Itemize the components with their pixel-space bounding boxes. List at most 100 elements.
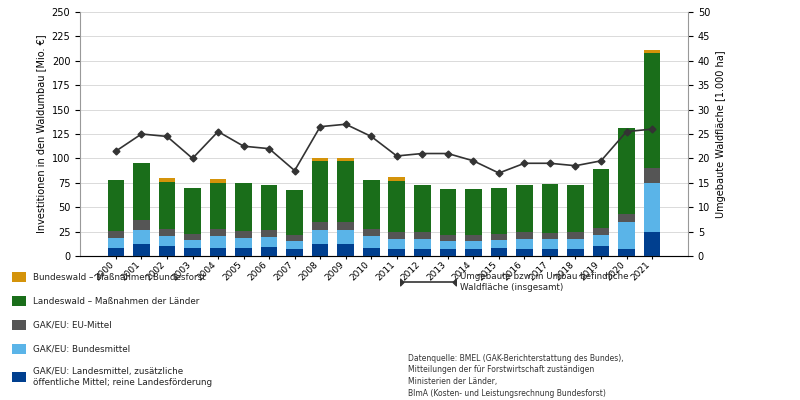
Bar [593, 228, 610, 234]
Bar [389, 181, 405, 232]
Bar [542, 184, 558, 232]
Bar [465, 234, 482, 241]
Bar [108, 248, 124, 256]
Bar [261, 238, 278, 247]
Bar [389, 240, 405, 249]
Text: Landeswald – Maßnahmen der Länder: Landeswald – Maßnahmen der Länder [33, 296, 199, 306]
Bar [210, 229, 226, 236]
Bar [133, 244, 150, 256]
Bar [133, 163, 150, 220]
Bar [210, 248, 226, 256]
Bar [516, 232, 533, 240]
Bar [490, 248, 507, 256]
Bar [338, 158, 354, 161]
Bar [108, 238, 124, 248]
Bar [644, 168, 660, 183]
Text: GAK/EU: EU-Mittel: GAK/EU: EU-Mittel [33, 320, 111, 330]
Bar [465, 241, 482, 249]
Bar [644, 50, 660, 53]
Bar [389, 177, 405, 181]
Bar [363, 229, 379, 236]
Bar [593, 234, 610, 246]
Bar [158, 178, 175, 182]
Bar [184, 234, 201, 240]
Bar [235, 238, 252, 248]
Bar [158, 229, 175, 236]
Bar [261, 230, 278, 238]
Bar [286, 190, 303, 234]
Bar [439, 234, 456, 241]
Bar [312, 230, 329, 244]
Bar [235, 231, 252, 238]
Text: Datenquelle: BMEL (GAK-Berichterstattung des Bundes),
Mitteilungen der für Forst: Datenquelle: BMEL (GAK-Berichterstattung… [408, 354, 624, 398]
Bar [618, 222, 635, 249]
Bar [439, 249, 456, 256]
Bar [516, 185, 533, 232]
Bar [439, 189, 456, 234]
Bar [158, 246, 175, 256]
Bar [593, 246, 610, 256]
Text: GAK/EU: Bundesmittel: GAK/EU: Bundesmittel [33, 344, 130, 354]
Bar [133, 230, 150, 244]
Bar [286, 241, 303, 249]
Bar [414, 232, 430, 240]
Bar [158, 182, 175, 229]
Bar [210, 179, 226, 183]
Bar [133, 220, 150, 230]
Bar [312, 222, 329, 230]
Bar [593, 169, 610, 228]
Text: GAK/EU: Landesmittel, zusätzliche
öffentliche Mittel; reine Landesförderung: GAK/EU: Landesmittel, zusätzliche öffent… [33, 367, 212, 387]
Bar [108, 180, 124, 231]
Bar [567, 240, 584, 249]
Bar [542, 249, 558, 256]
Text: Bundeswald – Maßnahmen Bundesforst: Bundeswald – Maßnahmen Bundesforst [33, 272, 206, 282]
Bar [414, 185, 430, 232]
Bar [644, 232, 660, 256]
Bar [235, 248, 252, 256]
Bar [389, 249, 405, 256]
Y-axis label: Investitionen in den Waldumbau [Mio. €]: Investitionen in den Waldumbau [Mio. €] [36, 35, 46, 233]
Bar [261, 247, 278, 256]
Bar [465, 189, 482, 234]
Bar [312, 158, 329, 161]
Bar [490, 188, 507, 234]
Bar [184, 188, 201, 234]
Bar [158, 236, 175, 246]
Bar [414, 249, 430, 256]
Bar [338, 230, 354, 244]
Bar [363, 236, 379, 248]
Bar [286, 234, 303, 241]
Bar [618, 128, 635, 214]
Bar [490, 234, 507, 240]
Bar [184, 248, 201, 256]
Bar [644, 183, 660, 232]
Bar [618, 214, 635, 222]
Bar [465, 249, 482, 256]
Bar [490, 240, 507, 248]
Bar [414, 240, 430, 249]
Bar [363, 248, 379, 256]
Bar [108, 231, 124, 238]
Bar [235, 183, 252, 231]
Bar [439, 241, 456, 249]
Bar [389, 232, 405, 240]
Bar [542, 232, 558, 240]
Bar [286, 249, 303, 256]
Bar [338, 161, 354, 222]
Bar [644, 53, 660, 168]
Bar [516, 249, 533, 256]
Bar [312, 161, 329, 222]
Bar [261, 185, 278, 230]
Text: Umgebaute bzw. in Umbau befindliche
Waldfläche (insgesamt): Umgebaute bzw. in Umbau befindliche Wald… [460, 272, 629, 292]
Bar [542, 240, 558, 249]
Bar [567, 249, 584, 256]
Y-axis label: Umgebaute Waldfläche [1.000 ha]: Umgebaute Waldfläche [1.000 ha] [716, 50, 726, 218]
Bar [363, 180, 379, 229]
Bar [338, 244, 354, 256]
Bar [210, 183, 226, 229]
Bar [516, 240, 533, 249]
Bar [567, 232, 584, 240]
Bar [210, 236, 226, 248]
Bar [618, 249, 635, 256]
Bar [184, 240, 201, 248]
